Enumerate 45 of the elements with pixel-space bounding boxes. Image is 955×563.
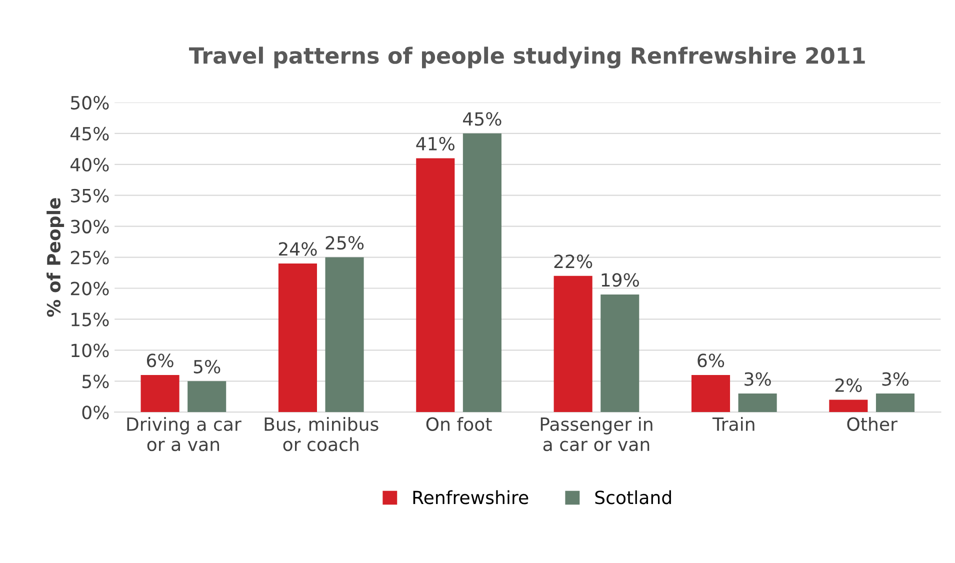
y-tick-label: 25% <box>70 250 109 264</box>
data-label: 3% <box>744 372 771 386</box>
legend-label: Renfrewshire <box>413 490 528 504</box>
bar <box>600 294 640 412</box>
legend-label: Scotland <box>595 490 671 504</box>
data-label: 19% <box>602 273 639 287</box>
x-tick-label: On foot <box>426 416 492 431</box>
x-tick-label: Driving a car or a van <box>127 416 242 452</box>
data-label: 6% <box>698 354 724 368</box>
bar <box>876 394 915 412</box>
x-tick-label: Train <box>712 416 754 431</box>
data-label: 24% <box>278 242 317 256</box>
y-tick-label: 30% <box>70 220 109 234</box>
data-label: 22% <box>554 254 592 268</box>
bar <box>416 158 455 412</box>
bar <box>325 257 364 412</box>
bar <box>462 133 502 412</box>
y-tick-label: 15% <box>72 312 109 326</box>
x-tick-label: Bus, minibus or coach <box>264 416 378 452</box>
bar <box>278 263 317 412</box>
bar <box>140 374 180 412</box>
y-tick-label: 0% <box>82 406 109 420</box>
data-label: 41% <box>416 136 454 151</box>
y-tick-label: 35% <box>70 188 109 202</box>
data-label: 2% <box>835 378 862 392</box>
y-axis-title: % of People <box>46 198 64 317</box>
y-tick-label: 10% <box>72 344 109 358</box>
x-tick-label: Passenger in a car or van <box>540 416 652 452</box>
data-label: 45% <box>463 112 502 126</box>
y-tick-label: 20% <box>70 282 109 296</box>
y-tick-label: 40% <box>70 158 109 172</box>
data-label: 6% <box>146 354 174 368</box>
data-label: 25% <box>326 236 364 250</box>
y-tick-label: 45% <box>70 126 109 141</box>
chart-title: Travel patterns of people studying Renfrewshire 2011 <box>189 46 865 68</box>
bar <box>188 381 226 412</box>
data-label: 3% <box>882 372 909 386</box>
y-tick-label: 50% <box>71 96 109 110</box>
y-tick-label: 5% <box>82 374 109 388</box>
x-tick-label: Other <box>847 416 898 431</box>
data-label: 5% <box>194 360 220 374</box>
bar <box>738 394 777 412</box>
bar <box>554 276 592 412</box>
bar <box>691 374 730 412</box>
bar <box>829 400 868 412</box>
